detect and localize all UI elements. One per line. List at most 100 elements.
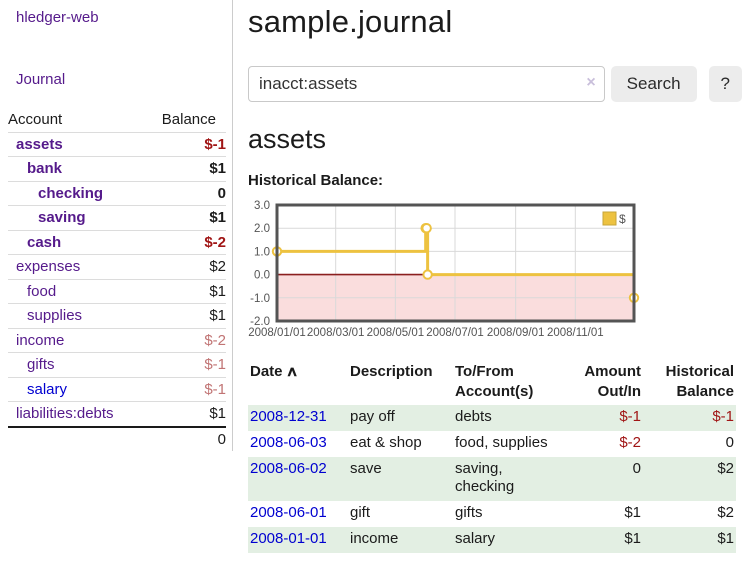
app-title-link[interactable]: hledger-web [16,9,99,26]
transaction-date-cell: 2008-06-01 [248,501,348,527]
sidebar-account-link[interactable]: cash [27,233,62,251]
transaction-date-link[interactable]: 2008-06-01 [250,504,327,521]
account-balance: 0 [143,181,226,206]
account-name-cell: assets [8,132,144,157]
svg-text:-2.0: -2.0 [250,316,270,328]
register-header-accounts: To/From Account(s) [455,363,534,400]
search-input[interactable] [248,66,605,102]
nav-journal-link[interactable]: Journal [16,71,66,88]
account-row: expenses $2 [8,254,226,280]
sidebar-account-link[interactable]: income [16,331,65,349]
transaction-date-cell: 2008-06-03 [248,431,348,457]
transaction-date-link[interactable]: 2008-06-02 [250,459,327,477]
transaction-balance-cell: 0 [725,433,734,451]
search-button[interactable]: Search [610,66,697,102]
search-form: × Search ? [248,66,742,102]
account-name-cell: income [8,328,144,353]
account-heading: assets [248,124,327,154]
account-balance: $-1 [143,132,226,157]
account-balance: $1 [143,279,226,304]
svg-text:0.0: 0.0 [254,270,270,282]
register-header-balance: Historical Balance [665,363,734,400]
account-balance: $2 [143,254,226,280]
svg-text:3.0: 3.0 [254,200,270,212]
account-row: bank $1 [8,156,226,182]
register-row: 2008-06-03 eat & shop food, supplies $-2 0 [248,431,736,457]
account-row: supplies $1 [8,303,226,329]
sidebar-account-link[interactable]: saving [38,209,86,226]
svg-text:2008/03/01: 2008/03/01 [307,327,365,339]
sidebar-account-link[interactable]: expenses [16,258,81,275]
main-content: sample.journal × Search ? assets Histori… [248,0,742,553]
transaction-accounts-cell: debts [453,405,561,431]
sidebar-account-link[interactable]: checking [38,184,104,202]
page-title: sample.journal [248,4,453,39]
sidebar-account-link[interactable]: supplies [27,307,83,324]
svg-text:1.0: 1.0 [254,246,270,258]
transaction-description-cell: pay off [348,405,453,431]
register-header-amount: Amount Out/In [584,363,641,400]
sidebar-account-link[interactable]: gifts [27,356,55,373]
transaction-amount-cell: $1 [561,526,643,553]
register-row: 2008-06-02 save saving, checking 0 $2 [248,456,736,501]
sidebar-account-link[interactable]: salary [27,380,68,398]
svg-text:2008/05/01: 2008/05/01 [367,327,425,339]
accounts-total-value: 0 [143,425,226,451]
chart-title: Historical Balance: [248,172,384,189]
transaction-accounts-cell: gifts [455,504,483,521]
account-name-cell: gifts [8,352,144,378]
transaction-accounts-cell: saving, checking [453,456,561,501]
account-name-cell: expenses [8,254,144,280]
account-name-cell: food [8,279,144,304]
transaction-description-cell: income [348,526,453,553]
transaction-date-link[interactable]: 2008-06-03 [250,433,327,451]
svg-text:2008/07/01: 2008/07/01 [426,327,484,339]
account-balance: $-1 [143,352,226,378]
transaction-description-cell: save [348,456,453,501]
sidebar-account-link[interactable]: bank [27,160,63,177]
account-row: cash $-2 [8,230,226,255]
svg-text:2008/11/01: 2008/11/01 [547,327,604,339]
account-name-cell: salary [8,377,144,402]
sidebar-account-link[interactable]: assets [16,135,63,153]
transaction-balance-cell: $2 [717,504,734,521]
clear-search-icon[interactable]: × [586,74,596,91]
account-row: saving $1 [8,205,226,231]
transaction-amount-cell: $-2 [619,433,641,451]
register-row: 2008-01-01 income salary $1 $1 [248,526,736,553]
account-balance: $1 [143,303,226,329]
transaction-date-cell: 2008-12-31 [248,405,348,431]
account-balance: $-2 [143,230,226,255]
accounts-total-row: 0 [8,425,226,451]
register-header-date[interactable]: Date ∧ [250,363,299,380]
transaction-balance-cell: $-1 [643,405,736,431]
transaction-date-link[interactable]: 2008-01-01 [250,529,327,547]
account-balance: $1 [143,205,226,231]
transaction-amount-cell: $-1 [561,405,643,431]
transaction-balance-cell: $1 [643,526,736,553]
sidebar: hledger-web Journal Account Balance asse… [0,0,233,451]
svg-text:2008/09/01: 2008/09/01 [487,327,545,339]
historical-balance-chart: $3.0 2.0 1.0 0.0 -1.0 -2.0 2008/01/01 2008/03/0… [240,198,642,346]
accounts-header-row: Account Balance [8,108,226,133]
register-table: Date ∧ Description To/From Account(s) Amo… [248,360,736,553]
svg-text:2008/01/01: 2008/01/01 [248,327,306,339]
account-name-cell: cash [8,230,144,255]
sidebar-account-link[interactable]: food [27,282,57,300]
account-name-cell: checking [8,181,144,206]
accounts-header-balance: Balance [143,108,226,133]
account-row: gifts $-1 [8,352,226,378]
accounts-table: Account Balance assets $-1 bank $1 checking 0… [8,108,226,451]
account-row: checking 0 [8,181,226,206]
accounts-header-account: Account [8,108,144,133]
account-row: food $1 [8,279,226,304]
svg-text:2.0: 2.0 [254,223,270,235]
transaction-description-cell: gift [350,504,371,521]
sidebar-account-link[interactable]: liabilities:debts [16,405,114,422]
account-name-cell: supplies [8,303,144,329]
transaction-accounts-cell: food, supplies [455,433,548,451]
account-balance: $1 [143,156,226,182]
transaction-date-link[interactable]: 2008-12-31 [250,408,327,425]
help-button[interactable]: ? [708,66,742,102]
